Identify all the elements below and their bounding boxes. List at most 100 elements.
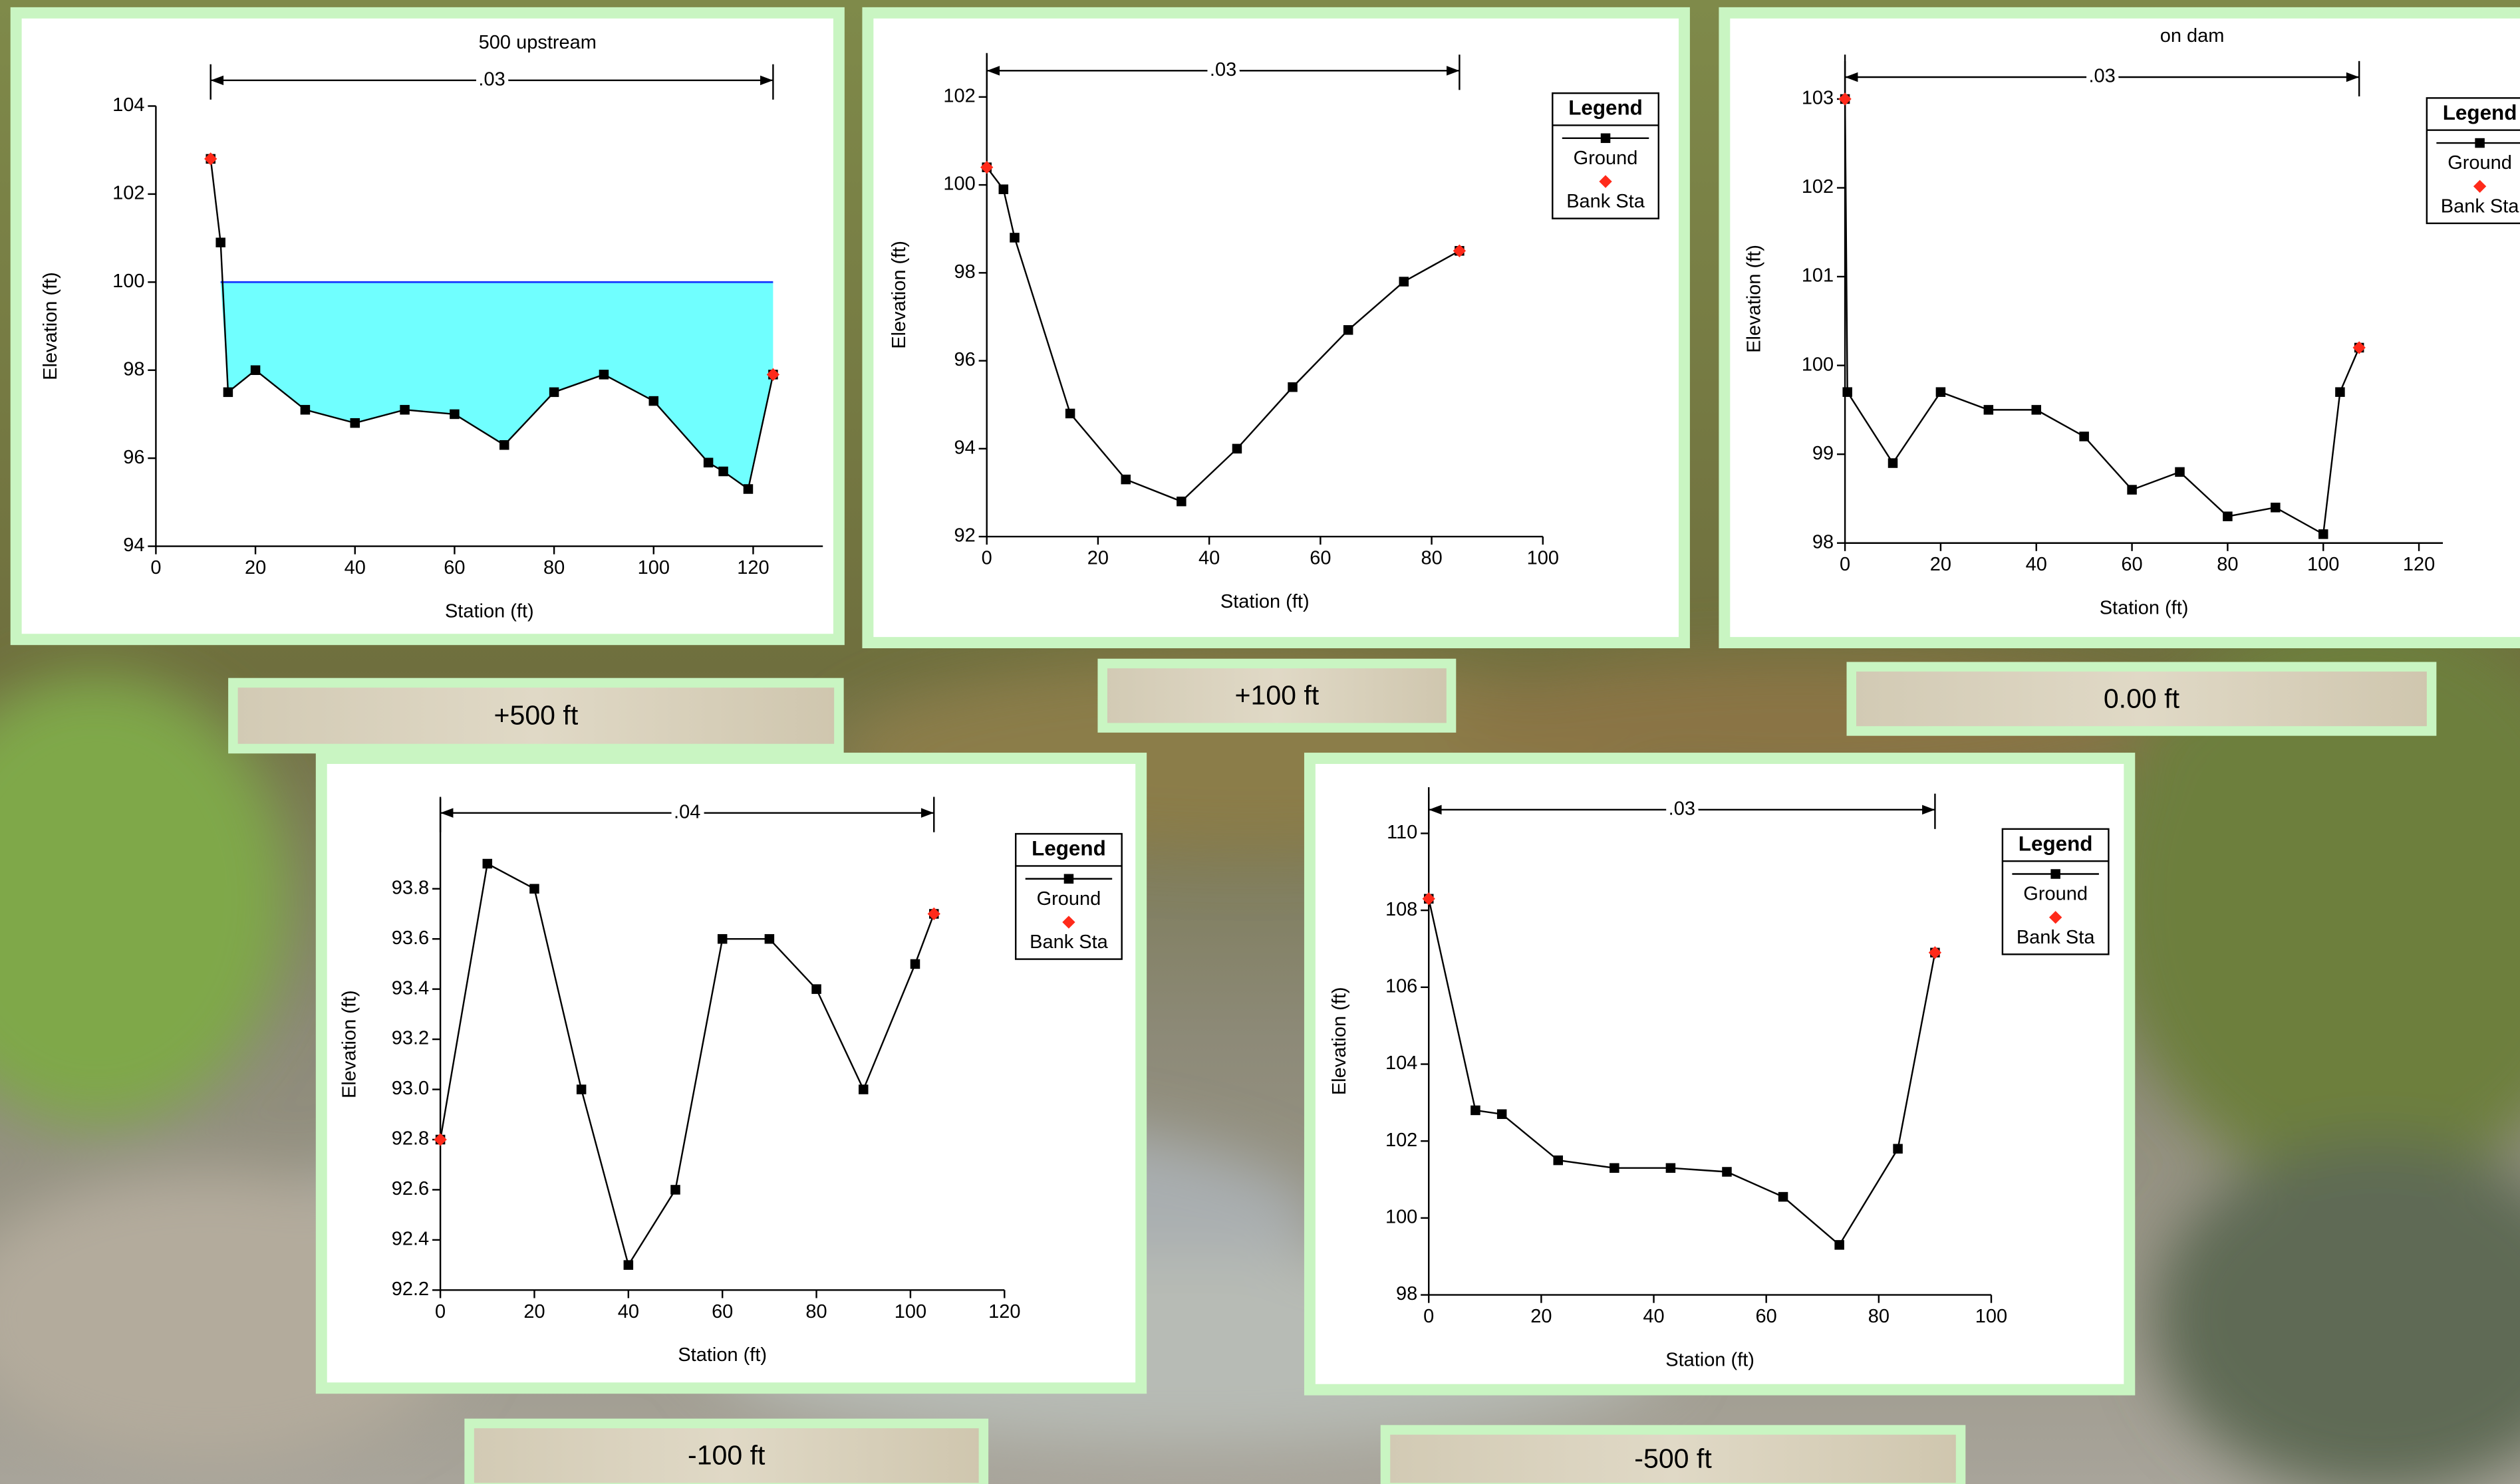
chart-panel: 92949698100102020406080100Station (ft)El…	[868, 13, 1685, 642]
point	[400, 405, 409, 414]
y-axis-label: Elevation (ft)	[1329, 987, 1350, 1095]
x-tick-label: 0	[1840, 554, 1850, 575]
y-tick-label: 100	[943, 174, 975, 195]
caption: -500 ft	[1634, 1443, 1712, 1473]
y-tick-label: 102	[943, 86, 975, 107]
point	[2335, 387, 2344, 396]
point	[744, 484, 753, 493]
slide: 949698100102104020406080100120Station (f…	[0, 0, 2520, 1484]
point	[1399, 277, 1409, 286]
y-tick-label: 93.6	[392, 928, 429, 949]
x-tick-label: 80	[543, 557, 565, 578]
point	[1470, 1106, 1480, 1115]
point	[1984, 405, 1993, 414]
point	[215, 237, 225, 247]
x-tick-label: 0	[435, 1301, 446, 1322]
x-tick-label: 20	[1530, 1306, 1552, 1327]
legend-label: Bank Sta	[2017, 927, 2096, 948]
y-tick-label: 93.2	[392, 1028, 429, 1049]
x-tick-label: 40	[1198, 548, 1220, 569]
legend-label: Ground	[2448, 152, 2512, 174]
y-tick-label: 102	[1385, 1130, 1417, 1151]
x-tick-label: 40	[2026, 554, 2047, 575]
y-tick-label: 92.2	[392, 1279, 429, 1300]
x-tick-label: 0	[982, 548, 992, 569]
x-tick-label: 40	[618, 1301, 639, 1322]
point	[1778, 1192, 1788, 1201]
x-tick-label: 120	[2403, 554, 2435, 575]
y-tick-label: 110	[1387, 822, 1417, 843]
y-tick-label: 93.8	[392, 877, 429, 898]
x-tick-label: 100	[638, 557, 670, 578]
y-tick-label: 98	[1396, 1283, 1417, 1304]
point	[1121, 475, 1130, 484]
point	[718, 934, 727, 943]
legend-label: Ground	[1574, 148, 1638, 169]
legend-label: Ground	[1037, 888, 1101, 910]
y-tick-label: 96	[123, 447, 144, 468]
point	[301, 405, 310, 414]
point	[1497, 1109, 1506, 1118]
point	[2079, 432, 2088, 441]
x-tick-label: 0	[150, 557, 161, 578]
x-tick-label: 60	[1310, 548, 1331, 569]
point	[1888, 458, 1897, 467]
x-tick-label: 100	[895, 1301, 926, 1322]
y-tick-label: 106	[1385, 975, 1417, 997]
y-tick-label: 101	[1802, 265, 1834, 287]
y-tick-label: 92.8	[392, 1128, 429, 1150]
caption: +100 ft	[1235, 680, 1320, 711]
point	[1842, 387, 1852, 396]
x-tick-label: 80	[2217, 554, 2238, 575]
point	[1722, 1167, 1731, 1176]
caption: +500 ft	[494, 700, 579, 731]
x-tick-label: 80	[805, 1301, 827, 1322]
point	[577, 1084, 586, 1094]
panel-frame	[1725, 13, 2520, 642]
legend-marker	[2475, 138, 2484, 148]
point	[2127, 485, 2136, 494]
point	[704, 458, 713, 467]
point	[624, 1260, 633, 1269]
x-tick-label: 100	[1527, 548, 1559, 569]
chart-panel: 949698100102104020406080100120Station (f…	[16, 13, 839, 639]
caption: -100 ft	[688, 1439, 766, 1470]
legend-marker	[1601, 134, 1610, 143]
legend-title: Legend	[1568, 96, 1643, 120]
legend-label: Bank Sta	[1566, 191, 1645, 212]
legend-title: Legend	[2443, 101, 2517, 124]
x-axis-label: Station (ft)	[1220, 591, 1310, 612]
point	[1666, 1163, 1675, 1172]
x-tick-label: 20	[1930, 554, 1951, 575]
legend-marker	[1064, 874, 1073, 884]
point	[223, 388, 233, 397]
y-tick-label: 99	[1812, 443, 1834, 464]
y-tick-label: 103	[1802, 88, 1834, 109]
point	[765, 934, 774, 943]
point	[450, 410, 459, 419]
y-tick-label: 100	[112, 271, 144, 292]
point	[811, 984, 821, 993]
y-tick-label: 98	[123, 358, 144, 380]
y-axis-label: Elevation (ft)	[889, 241, 910, 349]
point	[1288, 382, 1297, 392]
x-axis-label: Station (ft)	[2100, 597, 2189, 618]
point	[1343, 325, 1353, 334]
roughness-label: .03	[1210, 59, 1236, 80]
roughness-label: .03	[2088, 66, 2115, 87]
point	[1177, 497, 1186, 506]
roughness-label: .04	[674, 801, 700, 822]
y-axis-label: Elevation (ft)	[1743, 245, 1764, 353]
x-tick-label: 120	[988, 1301, 1020, 1322]
legend-marker	[2050, 869, 2060, 878]
y-axis-label: Elevation (ft)	[40, 272, 61, 380]
y-tick-label: 92.4	[392, 1229, 429, 1250]
x-tick-label: 80	[1868, 1306, 1890, 1327]
x-tick-label: 60	[712, 1301, 733, 1322]
x-tick-label: 60	[1756, 1306, 1777, 1327]
y-tick-label: 92.6	[392, 1178, 429, 1199]
x-tick-label: 40	[345, 557, 366, 578]
